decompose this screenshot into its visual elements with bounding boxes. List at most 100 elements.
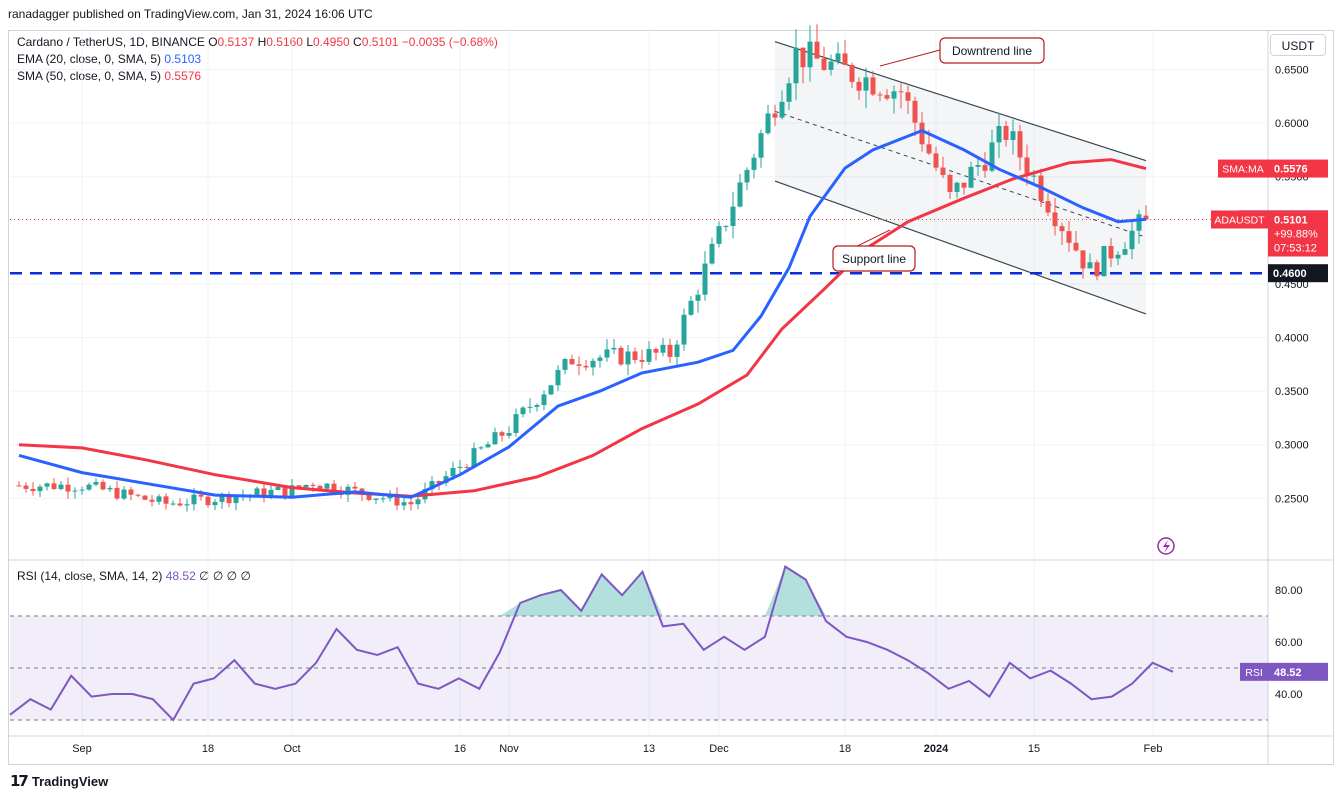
- candle-body: [737, 182, 743, 207]
- candle-body: [667, 344, 673, 357]
- candle-body: [380, 498, 386, 500]
- candle-body: [1087, 262, 1093, 269]
- candle-body: [926, 144, 932, 154]
- candle-body: [513, 414, 519, 433]
- candle-body: [821, 58, 827, 70]
- candle-body: [191, 494, 197, 505]
- candle-body: [205, 496, 211, 506]
- currency-button[interactable]: USDT: [1270, 34, 1326, 56]
- candle-body: [597, 357, 603, 361]
- tradingview-logo-icon: 𝟭𝟳: [10, 773, 29, 790]
- candle-body: [807, 41, 813, 68]
- candle-body: [814, 41, 820, 59]
- time-tick-label: 16: [454, 743, 466, 755]
- rsi-tick-label: 40.00: [1275, 689, 1303, 701]
- price-tick-label: 0.3500: [1275, 386, 1309, 398]
- change-value: −0.0035 (−0.68%): [401, 35, 498, 49]
- candle-body: [520, 407, 526, 415]
- candle-body: [527, 406, 533, 408]
- candle-body: [891, 91, 897, 99]
- candle-body: [30, 488, 36, 492]
- rsi-band-fill: [10, 616, 1268, 720]
- candle-body: [1129, 230, 1135, 250]
- candle-body: [492, 432, 498, 445]
- open-value: 0.5137: [217, 35, 255, 49]
- time-tick-label: Feb: [1144, 743, 1163, 755]
- price-tick-label: 0.6000: [1275, 118, 1309, 130]
- candle-body: [695, 294, 701, 301]
- rsi-tag-value-bg: [1268, 662, 1328, 681]
- tradingview-logo[interactable]: 𝟭𝟳 TradingView: [10, 772, 108, 790]
- rsi-tag-name: RSI: [1245, 667, 1263, 679]
- candle-body: [23, 485, 29, 489]
- candle-body: [352, 486, 358, 489]
- candle-body: [800, 47, 806, 68]
- candle-body: [1010, 131, 1016, 140]
- candle-body: [1059, 226, 1065, 232]
- price-tag-name: ADAUSDT: [1214, 214, 1265, 226]
- candle-body: [569, 359, 575, 365]
- time-tick-label: Nov: [499, 743, 519, 755]
- candle-body: [793, 47, 799, 84]
- rsi-overbought-fill: [601, 574, 623, 616]
- rsi-overbought-fill: [642, 571, 663, 616]
- candle-body: [639, 359, 645, 362]
- candle-body: [1108, 246, 1114, 259]
- candle-body: [275, 486, 281, 490]
- price-tag-name: SMA:MA: [1222, 164, 1263, 176]
- candle-body: [1122, 249, 1128, 255]
- candle-body: [16, 485, 22, 487]
- candle-body: [1003, 125, 1009, 140]
- candle-body: [905, 92, 911, 101]
- candle-body: [107, 487, 113, 490]
- channel-fill: [775, 41, 1146, 314]
- candle-body: [296, 485, 302, 488]
- candle-body: [51, 483, 57, 490]
- candle-body: [576, 364, 582, 366]
- candle-body: [1143, 215, 1149, 220]
- candle-body: [779, 101, 785, 118]
- candle-body: [730, 206, 736, 226]
- candle-body: [947, 175, 953, 192]
- candle-body: [709, 243, 715, 264]
- candle-body: [1094, 262, 1100, 277]
- candle-body: [688, 300, 694, 315]
- candle-body: [863, 77, 869, 91]
- candle-body: [345, 486, 351, 495]
- candle-body: [877, 94, 883, 96]
- candle-body: [1115, 254, 1121, 259]
- candle-body: [436, 481, 442, 484]
- symbol-name[interactable]: Cardano / TetherUS, 1D, BINANCE: [17, 35, 205, 49]
- ema-legend-value: 0.5103: [164, 52, 202, 66]
- price-tag-name-bg: [1211, 210, 1268, 229]
- low-value: 0.4950: [313, 35, 350, 49]
- candle-body: [772, 113, 778, 118]
- candle-body: [842, 53, 848, 65]
- candle-body: [1017, 131, 1023, 158]
- rsi-overbought-fill: [540, 590, 561, 616]
- candle-body: [919, 122, 925, 145]
- support-level-value: 0.4600: [1273, 268, 1307, 280]
- candle-body: [282, 486, 288, 497]
- rsi-overbought-fill: [520, 595, 541, 616]
- low-label: L: [306, 35, 313, 49]
- candle-body: [828, 61, 834, 70]
- sma-legend-label: SMA (50, close, 0, SMA, 5): [17, 69, 162, 83]
- candle-body: [1045, 201, 1051, 213]
- rsi-line: [9, 565, 1174, 722]
- time-tick-label: 15: [1028, 743, 1040, 755]
- sma-legend[interactable]: SMA (50, close, 0, SMA, 5) 0.5576: [17, 68, 201, 85]
- time-tick-label: 2024: [924, 743, 949, 755]
- candle-body: [555, 369, 561, 386]
- price-tick-label: 0.3000: [1275, 440, 1309, 452]
- candle-body: [646, 349, 652, 362]
- candle-body: [625, 351, 631, 365]
- lightning-icon-bolt: [1163, 540, 1170, 553]
- rsi-overbought-fill: [499, 603, 521, 616]
- rsi-legend[interactable]: RSI (14, close, SMA, 14, 2) 48.52 ∅ ∅ ∅ …: [17, 568, 251, 585]
- support-callout-box: [832, 245, 916, 272]
- rsi-legend-value: 48.52: [165, 569, 196, 583]
- ema-legend[interactable]: EMA (20, close, 0, SMA, 5) 0.5103: [17, 51, 201, 68]
- candle-body: [429, 481, 435, 490]
